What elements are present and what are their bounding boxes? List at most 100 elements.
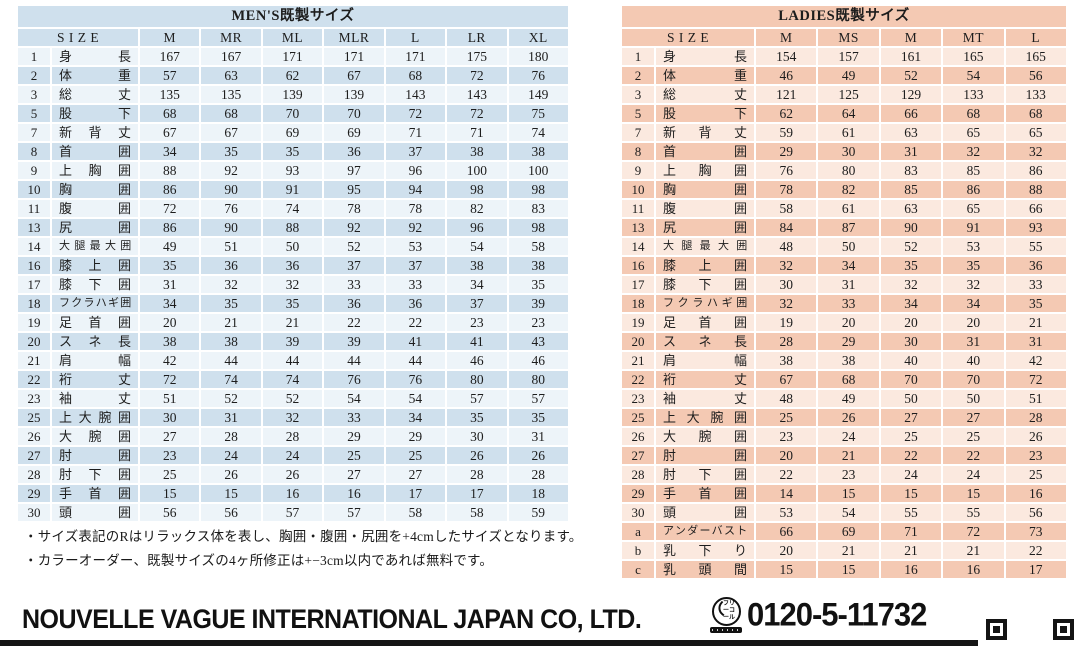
cell-value: 54 xyxy=(447,238,507,255)
cell-value: 54 xyxy=(943,67,1004,84)
row-number: 23 xyxy=(622,390,654,407)
cell-value: 16 xyxy=(324,485,384,502)
cell-value: 34 xyxy=(447,276,507,293)
cell-value: 32 xyxy=(756,295,817,312)
cell-value: 32 xyxy=(262,409,323,426)
row-label: 尻囲 xyxy=(52,219,138,236)
cell-value: 28 xyxy=(1005,409,1066,426)
row-number: 19 xyxy=(18,314,50,331)
row-number: 11 xyxy=(18,200,50,217)
row-label: 大腕囲 xyxy=(656,428,754,445)
cell-value: 56 xyxy=(201,504,261,521)
cell-value: 61 xyxy=(818,124,879,141)
table-row: 22 裄丈 72 74 74 76 76 80 80 xyxy=(18,371,568,388)
row-number: 7 xyxy=(18,124,50,141)
cell-value: 100 xyxy=(508,162,568,179)
cell-value: 33 xyxy=(818,295,879,312)
cell-value: 49 xyxy=(818,67,879,84)
free-call-badge-bar xyxy=(710,627,742,633)
cell-value: 22 xyxy=(385,314,446,331)
cell-value: 27 xyxy=(140,428,200,445)
cell-value: 171 xyxy=(324,48,384,65)
cell-value: 72 xyxy=(140,200,200,217)
cell-value: 16 xyxy=(1005,485,1066,502)
cell-value: 29 xyxy=(324,428,384,445)
table-row: 5 股下 68 68 70 70 72 72 75 xyxy=(18,105,568,122)
table-title: LADIES既製サイズ xyxy=(622,6,1066,27)
cell-value: 125 xyxy=(818,86,879,103)
cell-value: 20 xyxy=(140,314,200,331)
cell-value: 21 xyxy=(818,447,879,464)
cell-value: 24 xyxy=(880,466,942,483)
cell-value: 96 xyxy=(385,162,446,179)
free-call-phone-icon: フリーコール xyxy=(708,597,744,633)
table-row: b 乳下り 20 21 21 21 22 xyxy=(622,542,1066,559)
cell-value: 75 xyxy=(508,105,568,122)
row-number: 22 xyxy=(18,371,50,388)
row-number: 2 xyxy=(18,67,50,84)
table-row: 16 膝上囲 35 36 36 37 37 38 38 xyxy=(18,257,568,274)
cell-value: 66 xyxy=(756,523,817,540)
cell-value: 92 xyxy=(385,219,446,236)
cell-value: 68 xyxy=(943,105,1004,122)
cell-value: 26 xyxy=(262,466,323,483)
cell-value: 39 xyxy=(508,295,568,312)
cell-value: 70 xyxy=(324,105,384,122)
cell-value: 80 xyxy=(818,162,879,179)
row-label: スネ長 xyxy=(52,333,138,350)
row-label: 上胸囲 xyxy=(656,162,754,179)
cell-value: 35 xyxy=(508,409,568,426)
table-row: 29 手首囲 14 15 15 15 16 xyxy=(622,485,1066,502)
cell-value: 86 xyxy=(943,181,1004,198)
table-row: 10 胸囲 78 82 85 86 88 xyxy=(622,181,1066,198)
cell-value: 20 xyxy=(756,542,817,559)
cell-value: 85 xyxy=(880,181,942,198)
cell-value: 69 xyxy=(262,124,323,141)
row-label: 体重 xyxy=(656,67,754,84)
cell-value: 92 xyxy=(324,219,384,236)
table-row: 10 胸囲 86 90 91 95 94 98 98 xyxy=(18,181,568,198)
row-number: 13 xyxy=(18,219,50,236)
bottom-rule-bar xyxy=(0,640,978,646)
table-row: c 乳頭間 15 15 16 16 17 xyxy=(622,561,1066,578)
row-number: 3 xyxy=(622,86,654,103)
cell-value: 27 xyxy=(385,466,446,483)
cell-value: 26 xyxy=(508,447,568,464)
cell-value: 35 xyxy=(447,409,507,426)
cell-value: 46 xyxy=(447,352,507,369)
cell-value: 31 xyxy=(508,428,568,445)
row-number: 14 xyxy=(18,238,50,255)
cell-value: 78 xyxy=(324,200,384,217)
phone-group: フリーコール 0120-5-11732 xyxy=(708,596,927,633)
cell-value: 21 xyxy=(943,542,1004,559)
cell-value: 46 xyxy=(508,352,568,369)
cell-value: 29 xyxy=(756,143,817,160)
cell-value: 25 xyxy=(1005,466,1066,483)
cell-value: 38 xyxy=(140,333,200,350)
row-number: 27 xyxy=(18,447,50,464)
cell-value: 27 xyxy=(324,466,384,483)
column-header: MR xyxy=(201,29,261,46)
cell-value: 86 xyxy=(140,181,200,198)
table-row: 28 肘下囲 25 26 26 27 27 28 28 xyxy=(18,466,568,483)
cell-value: 68 xyxy=(385,67,446,84)
cell-value: 72 xyxy=(140,371,200,388)
cell-value: 51 xyxy=(1005,390,1066,407)
cell-value: 52 xyxy=(880,238,942,255)
company-name: NOUVELLE VAGUE INTERNATIONAL JAPAN CO, L… xyxy=(22,604,642,635)
cell-value: 74 xyxy=(262,200,323,217)
cell-value: 57 xyxy=(508,390,568,407)
cell-value: 58 xyxy=(385,504,446,521)
cell-value: 82 xyxy=(447,200,507,217)
cell-value: 32 xyxy=(880,276,942,293)
table-row: 23 袖丈 48 49 50 50 51 xyxy=(622,390,1066,407)
cell-value: 25 xyxy=(880,428,942,445)
table-row: 19 足首囲 19 20 20 20 21 xyxy=(622,314,1066,331)
row-number: 22 xyxy=(622,371,654,388)
cell-value: 87 xyxy=(818,219,879,236)
cell-value: 68 xyxy=(201,105,261,122)
row-label: 袖丈 xyxy=(52,390,138,407)
table-row: 7 新背丈 67 67 69 69 71 71 74 xyxy=(18,124,568,141)
cell-value: 28 xyxy=(262,428,323,445)
row-label: 新背丈 xyxy=(52,124,138,141)
